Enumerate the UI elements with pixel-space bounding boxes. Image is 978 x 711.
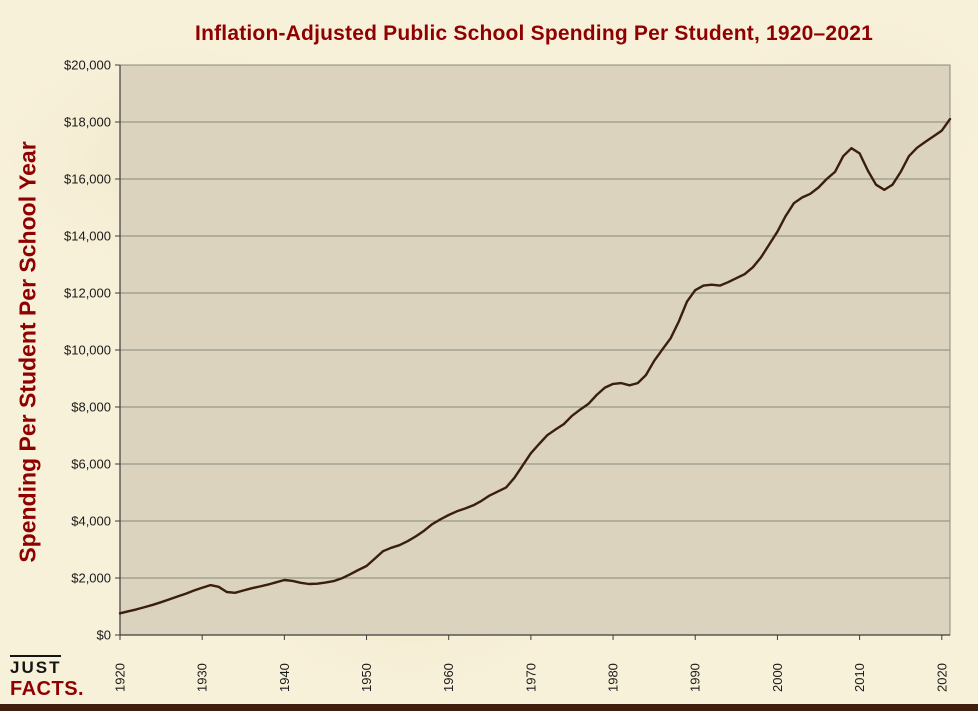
y-tick-label: $18,000 (64, 115, 111, 130)
x-tick-label: 1970 (523, 663, 538, 692)
spending-line (118, 117, 952, 615)
y-tick-label: $0 (97, 628, 111, 643)
chart-title: Inflation-Adjusted Public School Spendin… (195, 22, 873, 45)
logo-text-just: JUST (10, 655, 62, 676)
y-tick-label: $14,000 (64, 229, 111, 244)
x-tick-label: 2010 (852, 663, 867, 692)
y-tick-label: $6,000 (71, 457, 111, 472)
y-tick-label: $20,000 (64, 58, 111, 73)
justfacts-logo: JUST FACTS. (10, 655, 84, 699)
bottom-accent-bar (0, 704, 978, 711)
x-tick-label: 2000 (770, 663, 785, 692)
y-tick-label: $16,000 (64, 172, 111, 187)
y-tick-label: $12,000 (64, 286, 111, 301)
x-tick-label: 1930 (195, 663, 210, 692)
x-tick-label: 1950 (359, 663, 374, 692)
x-tick-label: 1960 (441, 663, 456, 692)
logo-text-facts: FACTS. (10, 678, 85, 700)
y-tick-label: $2,000 (71, 571, 111, 586)
y-tick-label: $4,000 (71, 514, 111, 529)
y-tick-label: $8,000 (71, 400, 111, 415)
x-tick-label: 1990 (688, 663, 703, 692)
x-tick-label: 2020 (934, 663, 949, 692)
x-tick-label: 1980 (606, 663, 621, 692)
x-tick-label: 1940 (277, 663, 292, 692)
x-tick-label: 1920 (113, 663, 128, 692)
y-tick-label: $10,000 (64, 343, 111, 358)
